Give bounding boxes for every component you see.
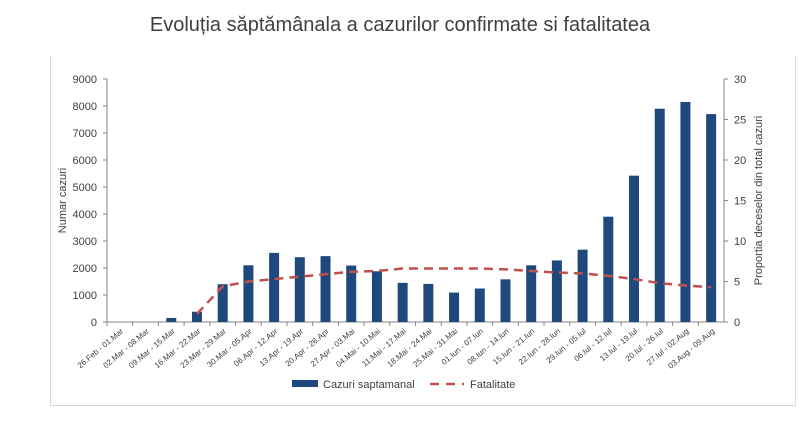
x-tick-label: 11.Mai - 17.Mai — [360, 326, 408, 368]
y2-tick-label: 5 — [734, 277, 740, 289]
bar — [603, 216, 614, 322]
y-tick-label: 5000 — [73, 182, 97, 194]
y-tick-label: 7000 — [73, 128, 97, 140]
x-tick-label: 18.Mai - 24.Mai — [386, 326, 434, 368]
bar — [217, 284, 228, 322]
bar — [294, 257, 305, 322]
x-tick-label: 30.Mar - 05.Apr — [205, 326, 254, 369]
y2-tick-label: 10 — [734, 236, 746, 248]
legend-bar-label: Cazuri saptamanal — [323, 379, 415, 391]
chart-title: Evoluția săptămânala a cazurilor confirm… — [149, 14, 651, 36]
bar — [577, 249, 588, 322]
y2-tick-label: 0 — [734, 317, 740, 329]
bar — [320, 256, 331, 322]
bar — [526, 265, 537, 322]
bar — [346, 265, 357, 322]
bar — [423, 283, 434, 322]
x-tick-label: 03.Aug - 09.Aug — [666, 327, 716, 371]
y-tick-label: 0 — [91, 317, 97, 329]
y-tick-label: 3000 — [73, 236, 97, 248]
fatality-line — [196, 267, 712, 315]
y-tick-label: 9000 — [73, 74, 97, 86]
bar — [166, 317, 177, 322]
bar — [191, 311, 202, 322]
y-tick-label: 8000 — [73, 101, 97, 113]
bar — [243, 265, 254, 322]
bar — [474, 288, 485, 322]
chart-frame — [50, 55, 796, 406]
y2-axis-label: Proportia deceselor din total cazuri — [753, 116, 765, 285]
bar — [706, 114, 717, 322]
y2-tick-label: 20 — [734, 155, 746, 167]
bar — [680, 101, 691, 322]
legend-line-label: Fatalitate — [470, 379, 515, 391]
bar — [449, 292, 460, 322]
y-tick-label: 1000 — [73, 290, 97, 302]
x-tick-label: 04.Mai - 10.Mai — [334, 326, 382, 368]
x-tick-label: 27.Apr - 03.Mai — [309, 327, 357, 369]
bar — [551, 260, 562, 322]
bar — [500, 279, 511, 322]
bar — [269, 252, 280, 322]
x-tick-label: 25.Mai - 31.Mai — [411, 326, 459, 368]
y2-tick-label: 15 — [734, 196, 746, 208]
bar — [654, 108, 665, 322]
y2-tick-label: 25 — [734, 115, 746, 127]
y-axis-label: Numar cazuri — [57, 168, 69, 233]
bar — [629, 175, 640, 322]
legend-bar-swatch — [292, 380, 318, 387]
y-tick-label: 6000 — [73, 155, 97, 167]
bar — [397, 282, 408, 322]
y-tick-label: 4000 — [73, 209, 97, 221]
bar — [371, 271, 382, 322]
y2-tick-label: 30 — [734, 74, 746, 86]
y-tick-label: 2000 — [73, 263, 97, 275]
